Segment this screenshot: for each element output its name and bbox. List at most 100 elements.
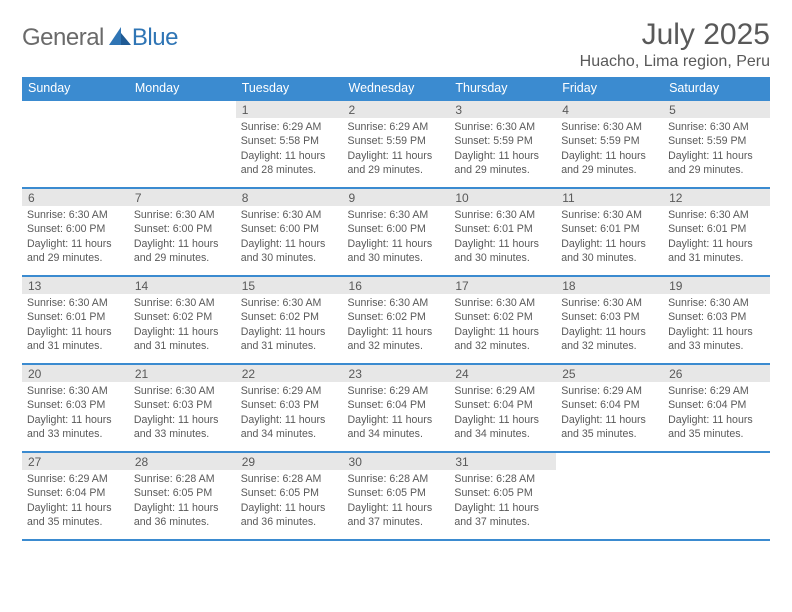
calendar-day-cell: 19Sunrise: 6:30 AMSunset: 6:03 PMDayligh…	[663, 276, 770, 364]
calendar-day-cell: 11Sunrise: 6:30 AMSunset: 6:01 PMDayligh…	[556, 188, 663, 276]
sunset-line: Sunset: 6:00 PM	[241, 222, 338, 236]
day-details: Sunrise: 6:28 AMSunset: 6:05 PMDaylight:…	[129, 470, 236, 533]
day-details: Sunrise: 6:29 AMSunset: 6:04 PMDaylight:…	[343, 382, 450, 445]
sunrise-line: Sunrise: 6:30 AM	[27, 296, 124, 310]
calendar-day-cell: 20Sunrise: 6:30 AMSunset: 6:03 PMDayligh…	[22, 364, 129, 452]
day-number: 1	[236, 101, 343, 118]
calendar-day-cell: 7Sunrise: 6:30 AMSunset: 6:00 PMDaylight…	[129, 188, 236, 276]
day-number: 26	[663, 365, 770, 382]
sunrise-line: Sunrise: 6:29 AM	[348, 384, 445, 398]
day-number: 15	[236, 277, 343, 294]
calendar-day-cell: 5Sunrise: 6:30 AMSunset: 5:59 PMDaylight…	[663, 100, 770, 188]
daylight-line: Daylight: 11 hours and 30 minutes.	[348, 237, 445, 266]
sunrise-line: Sunrise: 6:30 AM	[668, 120, 765, 134]
title-block: July 2025 Huacho, Lima region, Peru	[580, 18, 770, 71]
day-details: Sunrise: 6:30 AMSunset: 5:59 PMDaylight:…	[663, 118, 770, 181]
calendar-day-cell	[129, 100, 236, 188]
day-number-empty	[22, 101, 129, 119]
day-details: Sunrise: 6:29 AMSunset: 6:04 PMDaylight:…	[449, 382, 556, 445]
sunrise-line: Sunrise: 6:30 AM	[348, 208, 445, 222]
sunset-line: Sunset: 6:02 PM	[134, 310, 231, 324]
daylight-line: Daylight: 11 hours and 33 minutes.	[27, 413, 124, 442]
sunrise-line: Sunrise: 6:30 AM	[561, 120, 658, 134]
day-details: Sunrise: 6:30 AMSunset: 6:01 PMDaylight:…	[663, 206, 770, 269]
day-details: Sunrise: 6:29 AMSunset: 6:03 PMDaylight:…	[236, 382, 343, 445]
day-number: 19	[663, 277, 770, 294]
calendar-day-cell: 25Sunrise: 6:29 AMSunset: 6:04 PMDayligh…	[556, 364, 663, 452]
sunrise-line: Sunrise: 6:30 AM	[668, 296, 765, 310]
day-details: Sunrise: 6:28 AMSunset: 6:05 PMDaylight:…	[449, 470, 556, 533]
sunrise-line: Sunrise: 6:29 AM	[27, 472, 124, 486]
calendar-day-cell: 23Sunrise: 6:29 AMSunset: 6:04 PMDayligh…	[343, 364, 450, 452]
brand-mark-icon	[109, 27, 131, 50]
daylight-line: Daylight: 11 hours and 32 minutes.	[454, 325, 551, 354]
day-number: 22	[236, 365, 343, 382]
calendar-day-cell: 13Sunrise: 6:30 AMSunset: 6:01 PMDayligh…	[22, 276, 129, 364]
calendar-body: 1Sunrise: 6:29 AMSunset: 5:58 PMDaylight…	[22, 100, 770, 540]
sunset-line: Sunset: 6:03 PM	[668, 310, 765, 324]
day-details: Sunrise: 6:30 AMSunset: 6:03 PMDaylight:…	[663, 294, 770, 357]
sunrise-line: Sunrise: 6:30 AM	[134, 384, 231, 398]
daylight-line: Daylight: 11 hours and 31 minutes.	[27, 325, 124, 354]
day-number: 4	[556, 101, 663, 118]
day-number: 10	[449, 189, 556, 206]
sunset-line: Sunset: 6:00 PM	[27, 222, 124, 236]
day-number: 24	[449, 365, 556, 382]
daylight-line: Daylight: 11 hours and 29 minutes.	[134, 237, 231, 266]
brand-logo: General Blue	[22, 24, 178, 52]
calendar-head: SundayMondayTuesdayWednesdayThursdayFrid…	[22, 77, 770, 100]
sunrise-line: Sunrise: 6:30 AM	[561, 296, 658, 310]
sunset-line: Sunset: 6:01 PM	[454, 222, 551, 236]
sunrise-line: Sunrise: 6:30 AM	[27, 208, 124, 222]
day-number: 7	[129, 189, 236, 206]
sunset-line: Sunset: 6:01 PM	[561, 222, 658, 236]
day-details: Sunrise: 6:29 AMSunset: 5:59 PMDaylight:…	[343, 118, 450, 181]
calendar-day-cell: 27Sunrise: 6:29 AMSunset: 6:04 PMDayligh…	[22, 452, 129, 540]
day-number: 3	[449, 101, 556, 118]
day-details: Sunrise: 6:30 AMSunset: 6:02 PMDaylight:…	[236, 294, 343, 357]
day-details: Sunrise: 6:30 AMSunset: 6:01 PMDaylight:…	[22, 294, 129, 357]
day-details: Sunrise: 6:30 AMSunset: 6:02 PMDaylight:…	[449, 294, 556, 357]
day-details: Sunrise: 6:30 AMSunset: 6:03 PMDaylight:…	[22, 382, 129, 445]
daylight-line: Daylight: 11 hours and 28 minutes.	[241, 149, 338, 178]
weekday-header-cell: Tuesday	[236, 77, 343, 100]
sunset-line: Sunset: 6:03 PM	[561, 310, 658, 324]
day-number: 30	[343, 453, 450, 470]
sunset-line: Sunset: 6:00 PM	[348, 222, 445, 236]
day-details: Sunrise: 6:30 AMSunset: 6:00 PMDaylight:…	[22, 206, 129, 269]
day-details: Sunrise: 6:28 AMSunset: 6:05 PMDaylight:…	[343, 470, 450, 533]
day-number: 29	[236, 453, 343, 470]
day-details: Sunrise: 6:30 AMSunset: 5:59 PMDaylight:…	[556, 118, 663, 181]
daylight-line: Daylight: 11 hours and 34 minutes.	[454, 413, 551, 442]
day-details: Sunrise: 6:30 AMSunset: 6:03 PMDaylight:…	[129, 382, 236, 445]
page-header: General Blue July 2025 Huacho, Lima regi…	[22, 18, 770, 71]
day-number: 8	[236, 189, 343, 206]
daylight-line: Daylight: 11 hours and 29 minutes.	[561, 149, 658, 178]
calendar-day-cell: 18Sunrise: 6:30 AMSunset: 6:03 PMDayligh…	[556, 276, 663, 364]
daylight-line: Daylight: 11 hours and 33 minutes.	[134, 413, 231, 442]
day-number: 9	[343, 189, 450, 206]
sunset-line: Sunset: 6:05 PM	[454, 486, 551, 500]
weekday-header-cell: Thursday	[449, 77, 556, 100]
daylight-line: Daylight: 11 hours and 34 minutes.	[348, 413, 445, 442]
day-details: Sunrise: 6:30 AMSunset: 6:01 PMDaylight:…	[449, 206, 556, 269]
sunset-line: Sunset: 6:02 PM	[241, 310, 338, 324]
calendar-day-cell: 3Sunrise: 6:30 AMSunset: 5:59 PMDaylight…	[449, 100, 556, 188]
calendar-day-cell: 17Sunrise: 6:30 AMSunset: 6:02 PMDayligh…	[449, 276, 556, 364]
sunrise-line: Sunrise: 6:30 AM	[454, 208, 551, 222]
calendar-week-row: 13Sunrise: 6:30 AMSunset: 6:01 PMDayligh…	[22, 276, 770, 364]
weekday-header-cell: Saturday	[663, 77, 770, 100]
day-details: Sunrise: 6:30 AMSunset: 6:00 PMDaylight:…	[343, 206, 450, 269]
daylight-line: Daylight: 11 hours and 36 minutes.	[241, 501, 338, 530]
weekday-header-cell: Friday	[556, 77, 663, 100]
calendar-day-cell: 30Sunrise: 6:28 AMSunset: 6:05 PMDayligh…	[343, 452, 450, 540]
sunrise-line: Sunrise: 6:28 AM	[454, 472, 551, 486]
calendar-day-cell	[556, 452, 663, 540]
calendar-day-cell: 14Sunrise: 6:30 AMSunset: 6:02 PMDayligh…	[129, 276, 236, 364]
weekday-header-row: SundayMondayTuesdayWednesdayThursdayFrid…	[22, 77, 770, 100]
daylight-line: Daylight: 11 hours and 34 minutes.	[241, 413, 338, 442]
sunset-line: Sunset: 6:04 PM	[561, 398, 658, 412]
day-details: Sunrise: 6:29 AMSunset: 6:04 PMDaylight:…	[663, 382, 770, 445]
calendar-day-cell: 22Sunrise: 6:29 AMSunset: 6:03 PMDayligh…	[236, 364, 343, 452]
daylight-line: Daylight: 11 hours and 33 minutes.	[668, 325, 765, 354]
